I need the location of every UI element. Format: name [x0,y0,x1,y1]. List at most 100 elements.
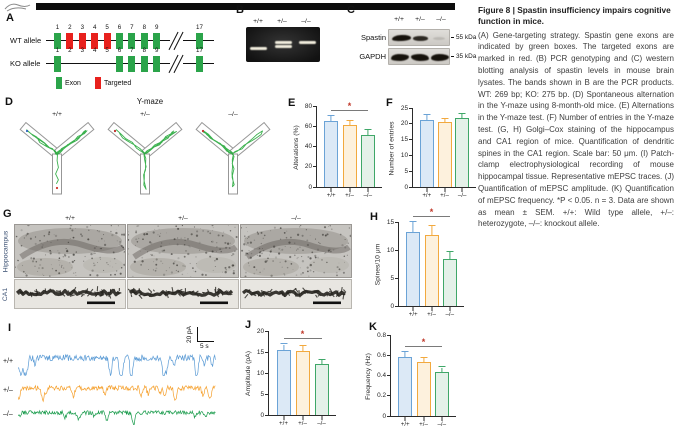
error-bar-cap [364,129,372,131]
x-axis-tick [441,416,443,421]
x-axis-tick [449,306,451,311]
panel-label-d: D [5,96,13,108]
significance-line [413,216,450,217]
exon-box-exon [196,33,203,49]
exon-number: 3 [80,24,85,31]
mepsc-trace [18,409,216,425]
error-bar-cap [409,220,417,222]
x-axis-tick [283,415,284,420]
column-genotype-label: +/– [178,215,188,222]
ymaze-title: Y-maze [136,97,164,106]
maze-genotype-label: –/– [228,111,238,118]
exon-number: 7 [130,24,134,31]
x-axis-tick [431,306,432,311]
x-category-label: –/– [457,192,467,199]
y-maze-diagram [107,121,183,195]
y-maze-diagram [19,121,95,195]
error-bar [282,344,285,350]
panel-label-c: C [347,4,355,16]
exon-number: 17 [196,24,203,31]
gel-lane-label: +/– [277,18,287,25]
bar-–/– [360,135,375,187]
plot-area: 0 5 10 15 +/+ +/– –/– * [387,207,464,318]
plot-area: 0 20 40 60 80 +/+ +/– –/– * [305,101,382,199]
x-category-label: –/– [363,192,373,199]
exon-number: 8 [142,47,147,54]
exon-number: 9 [154,47,159,54]
exon-box-exon [116,56,123,72]
x-category-label: +/+ [279,420,288,427]
x-category-label: +/– [427,311,436,318]
significance-line [331,110,368,112]
error-bar [430,225,433,236]
x-axis-tick [444,187,445,192]
hippocampus-micrograph [14,224,126,278]
panel-label-h: H [370,211,378,223]
x-category-label: +/+ [422,192,432,199]
x-axis-tick [426,187,428,192]
caption-body: (A) Gene-targeting strategy. Spastin gen… [478,30,674,229]
gel-band [275,40,292,44]
ca1-dendrite-image [127,279,239,309]
gel-band [250,47,267,51]
column-genotype-label: +/+ [65,215,75,222]
maze-genotype-label: +/+ [52,111,62,118]
y-axis-label: Spines/10 μm [374,243,382,286]
significance-star: * [421,336,426,347]
x-axis-tick [461,187,463,192]
axis-break [168,28,184,54]
exon-box-exon [153,56,161,72]
exon-box-exon [140,56,148,72]
blot-band [413,36,428,41]
ko-allele-track: 1 2 3 4 5 6 7 8 9 17 [46,47,214,81]
error-bar-cap [446,250,454,252]
legend-item-targeted: Targeted [94,77,131,89]
maze-genotype-label: +/– [140,111,150,118]
bar-+/+ [324,121,339,187]
error-bar [404,352,406,358]
exon-box-exon [116,33,123,49]
ko-allele-label: KO allele [10,59,41,68]
amplitude-chart: Amplitude (pA) 0 5 10 15 20 +/+ +/– –/– * [240,322,344,432]
bar-+/+ [276,349,291,415]
x-axis-tick [330,187,332,192]
exon-number: 17 [196,47,203,54]
bar-+/– [342,125,357,187]
error-bar [367,130,369,136]
exon-box-exon [128,56,136,72]
exon-number: 2 [68,24,72,31]
column-genotype-label: –/– [291,215,301,222]
exon-number: 4 [92,47,97,54]
significance-line [405,346,442,348]
significance-star: * [429,206,434,217]
error-bar [422,358,425,363]
blot-lane-label: +/– [415,16,425,23]
error-bar-cap [423,114,431,116]
exon-number: 8 [142,24,147,31]
exon-number: 1 [55,47,60,54]
exon-box-exon [196,56,203,72]
exon-number: 2 [68,47,72,54]
x-category-label: +/– [345,192,354,199]
plot-area: 0 5 10 15 20 25 +/+ +/– –/– [401,105,476,199]
error-bar [441,367,443,372]
panel-label-f: F [386,97,393,109]
x-category-label: +/– [298,420,307,427]
exon-number: 7 [130,47,134,54]
panel-label-b: B [236,4,244,16]
error-bar-cap [441,117,448,119]
x-category-label: +/– [440,192,449,199]
panel-label-a: A [6,12,14,24]
scale-bar-horizontal [197,341,214,343]
x-axis-tick [367,187,369,192]
error-bar-cap [299,344,306,347]
blot-band [433,37,445,40]
error-bar-cap [318,358,325,360]
panel-label-j: J [245,319,252,331]
error-bar-cap [458,112,466,114]
error-bar [412,222,414,233]
journal-logo [4,3,31,12]
ca1-row-label: CA1 [2,287,10,301]
kda-label: 55 kDa [456,34,477,41]
axis-break [168,51,184,77]
